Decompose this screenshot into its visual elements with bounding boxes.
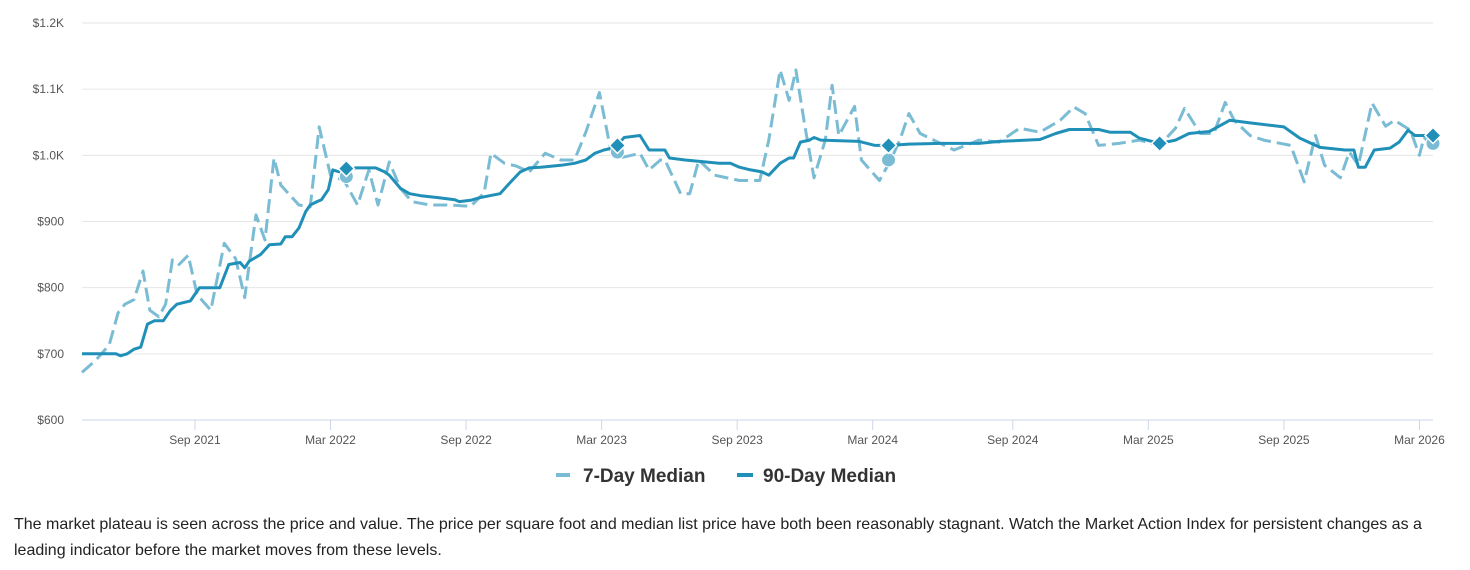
legend-item-7-day[interactable]: 7-Day Median — [556, 466, 705, 487]
series-line-7-day — [81, 68, 1434, 374]
data-point-90-day[interactable] — [879, 136, 898, 155]
y-axis: $600 $700 $800 $900 $1.0K $1.1K $1.2K — [33, 16, 65, 427]
y-tick-label: $800 — [37, 281, 64, 295]
y-tick-label: $700 — [37, 347, 64, 361]
legend-item-90-day[interactable]: 90-Day Median — [737, 466, 896, 487]
x-tick-label: Sep 2023 — [711, 433, 763, 447]
x-tick-label: Mar 2024 — [847, 433, 898, 447]
legend-label-7-day: 7-Day Median — [583, 466, 705, 487]
x-tick-label: Mar 2025 — [1123, 433, 1174, 447]
y-tick-label: $1.2K — [33, 16, 64, 30]
data-point-7-day[interactable] — [881, 152, 897, 168]
legend: 7-Day Median 90-Day Median — [556, 466, 896, 487]
x-tick-label: Mar 2023 — [576, 433, 627, 447]
x-tick-label: Sep 2021 — [169, 433, 221, 447]
x-tick-label: Mar 2026 — [1394, 433, 1445, 447]
y-tick-label: $900 — [37, 215, 64, 229]
x-tick-label: Sep 2022 — [440, 433, 492, 447]
legend-label-90-day: 90-Day Median — [763, 466, 896, 487]
market-description: The market plateau is seen across the pr… — [14, 516, 1422, 559]
x-tick-label: Mar 2022 — [305, 433, 356, 447]
y-tick-label: $600 — [37, 413, 64, 427]
y-tick-label: $1.0K — [33, 148, 64, 162]
data-point-90-day[interactable] — [337, 159, 356, 178]
x-tick-label: Sep 2025 — [1258, 433, 1310, 447]
price-chart: $600 $700 $800 $900 $1.0K $1.1K $1.2K Sep 2021… — [33, 16, 1445, 487]
x-axis: Sep 2021 Mar 2022 Sep 2022 Mar 2023 Sep 2023… — [169, 420, 1445, 447]
data-point-90-day[interactable] — [1150, 134, 1169, 153]
series-markers — [337, 126, 1443, 185]
data-point-90-day[interactable] — [608, 136, 627, 155]
x-tick-label: Sep 2024 — [987, 433, 1039, 447]
grid-lines — [82, 22, 1433, 421]
data-point-90-day[interactable] — [1423, 126, 1443, 145]
y-tick-label: $1.1K — [33, 82, 64, 96]
